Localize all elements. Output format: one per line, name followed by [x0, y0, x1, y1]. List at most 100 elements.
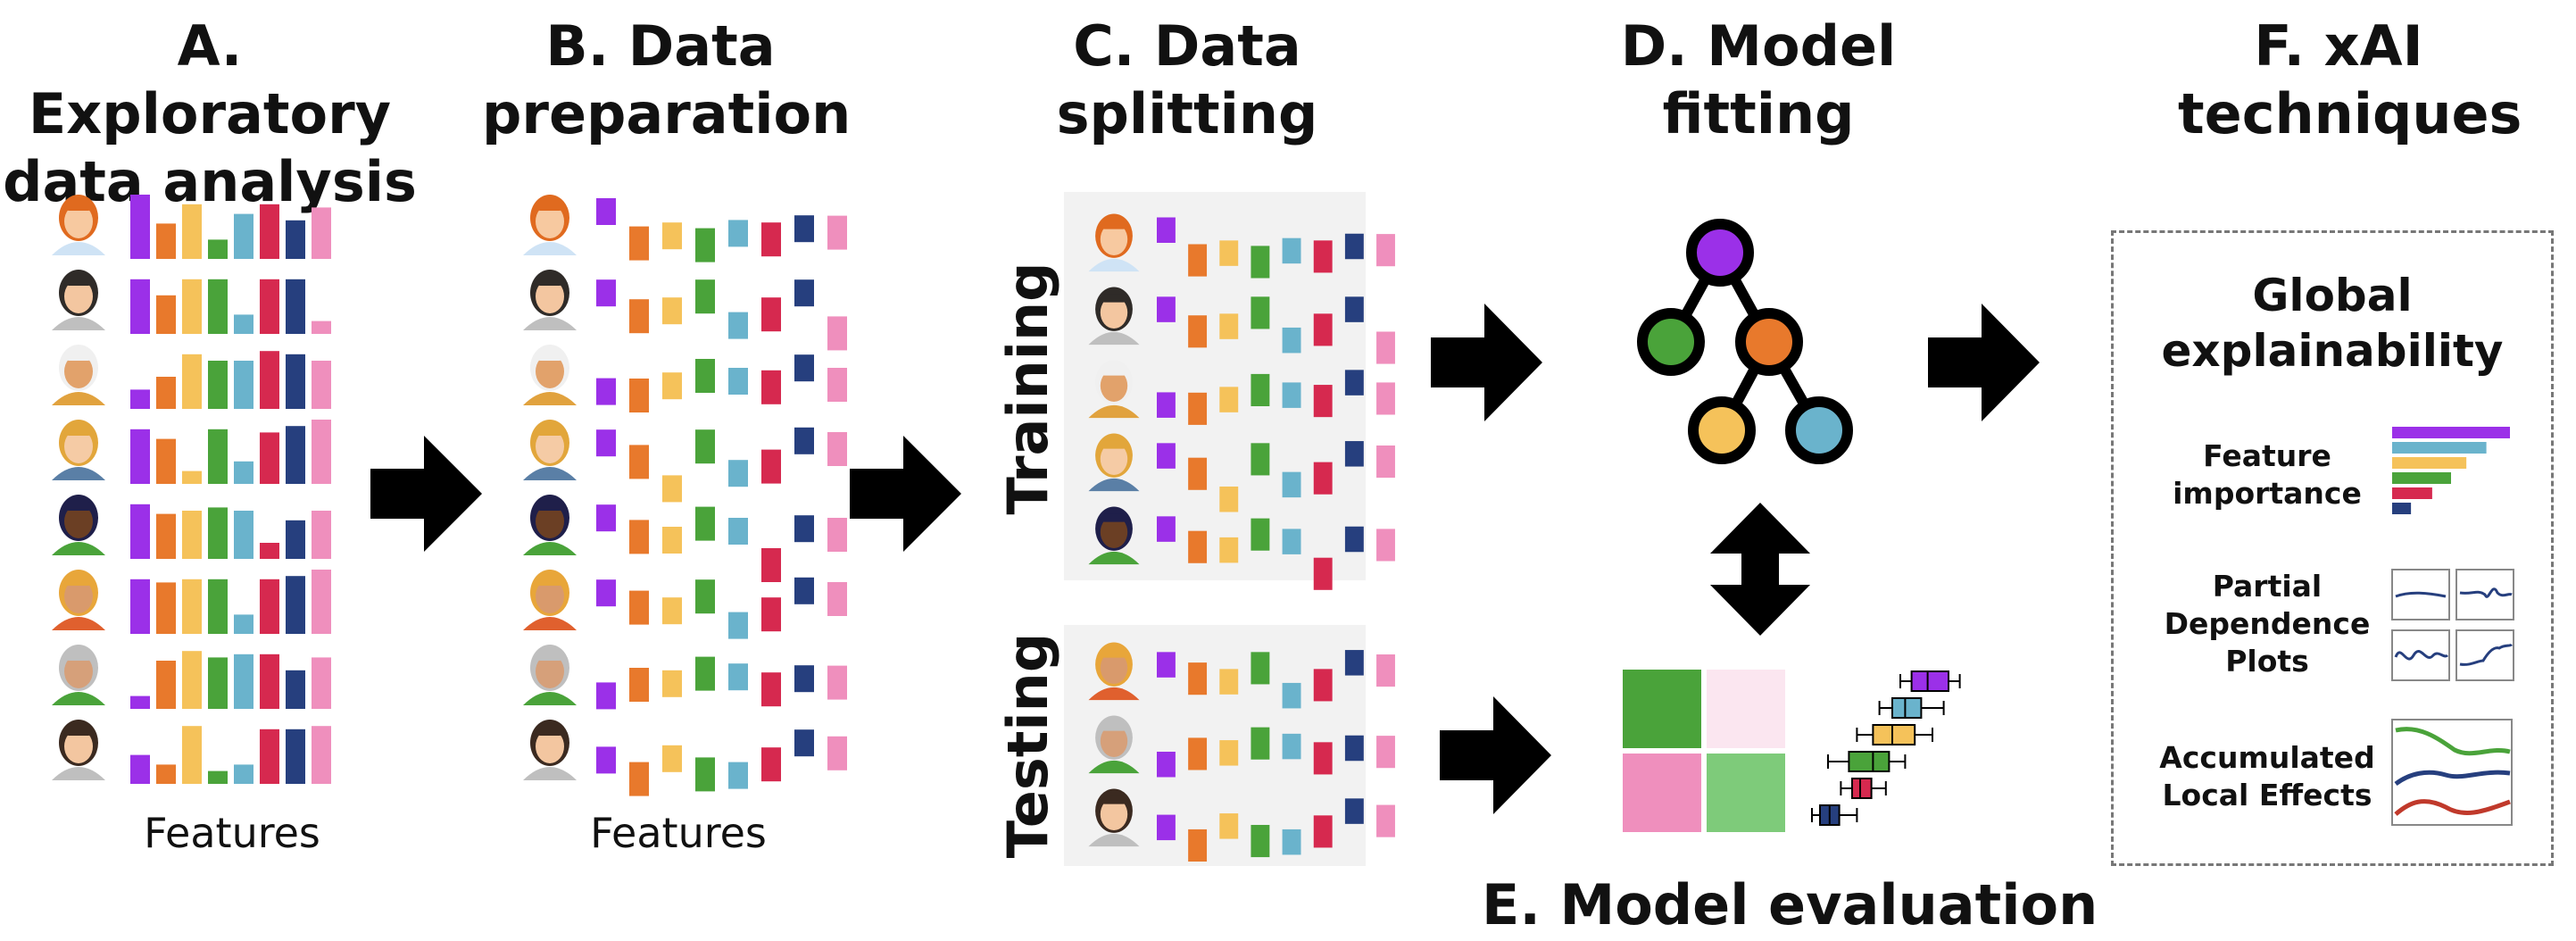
person-avatar-icon [523, 720, 577, 780]
feature-bar [156, 764, 176, 784]
feature-bar [208, 429, 228, 484]
feature-square [1282, 529, 1301, 554]
feature-square [728, 762, 748, 789]
feature-square [1157, 217, 1176, 243]
feature-square [596, 198, 616, 225]
title-data-preparation: B. Data preparation [482, 13, 852, 146]
feature-square [1188, 457, 1208, 490]
feature-bar [312, 511, 331, 559]
feature-square [728, 518, 748, 545]
feature-square [827, 432, 847, 466]
arrow-right-icon [1928, 304, 2040, 421]
boxplot [1811, 804, 1858, 826]
feature-bar [208, 279, 228, 334]
feature-square [662, 475, 682, 503]
feature-square [596, 279, 616, 307]
feature-bar [312, 321, 331, 334]
person-avatar-icon [523, 420, 577, 480]
feature-bar [182, 354, 202, 409]
feature-square [629, 668, 649, 702]
feature-square [662, 670, 682, 697]
feature-square [1157, 296, 1176, 322]
feature-square [728, 460, 748, 487]
importance-bar [2392, 503, 2412, 514]
importance-bar [2392, 427, 2510, 438]
feature-square [596, 378, 616, 405]
feature-square [761, 297, 781, 332]
pdp-lines [2394, 587, 2514, 666]
feature-square [794, 215, 814, 243]
feature-bar [130, 279, 150, 334]
feature-square [1282, 733, 1301, 760]
title-model-fitting: D. Model fitting [1620, 13, 1897, 146]
feature-square [761, 672, 781, 707]
importance-bar [2392, 487, 2432, 499]
feature-bar [286, 279, 305, 334]
feature-square [695, 506, 715, 541]
feature-square [1282, 237, 1301, 264]
feature-square [1313, 742, 1333, 775]
feature-bar [208, 239, 228, 259]
feature-bar [286, 520, 305, 559]
feature-bar [130, 754, 150, 784]
feature-square [1219, 537, 1239, 563]
feature-square [1376, 234, 1395, 267]
feature-square [728, 368, 748, 395]
feature-square [1376, 446, 1395, 479]
feature-square [695, 359, 715, 393]
feature-bar [156, 661, 176, 709]
feature-square [761, 449, 781, 484]
feature-square [1251, 296, 1270, 329]
feature-square [1188, 737, 1208, 770]
feature-bar [312, 420, 331, 484]
feature-square [596, 504, 616, 532]
arrow-updown-icon [1710, 503, 1810, 636]
boxplot [1840, 778, 1887, 799]
people-column-b [523, 195, 577, 780]
person-avatar-icon [523, 195, 577, 255]
feature-bar [156, 223, 176, 259]
feature-bar [312, 361, 331, 409]
feature-square [827, 316, 847, 351]
feature-square [662, 527, 682, 554]
feature-bar [156, 295, 176, 334]
feature-bar [260, 729, 279, 784]
decision-tree-icon [1637, 219, 1853, 464]
boxplot [1899, 670, 1961, 692]
feature-square [761, 222, 781, 257]
person-avatar-icon [52, 195, 105, 255]
person-avatar-icon [52, 345, 105, 405]
feature-bar [182, 204, 202, 259]
person-avatar-icon [523, 270, 577, 330]
importance-bar [2392, 457, 2467, 469]
feature-bar [286, 426, 305, 484]
feature-square [1376, 529, 1395, 562]
person-avatar-icon [1088, 360, 1140, 419]
feature-bar [130, 429, 150, 484]
feature-square [1344, 650, 1364, 676]
feature-bar [286, 220, 305, 259]
feature-square [662, 297, 682, 325]
feature-bar [286, 576, 305, 634]
pdp-label: Partial Dependence Plots [2164, 569, 2371, 679]
feature-square [1313, 815, 1333, 848]
feature-bar [130, 389, 150, 409]
feature-square [1313, 669, 1333, 702]
feature-square [1313, 240, 1333, 273]
feature-square [1344, 296, 1364, 322]
feature-square [827, 736, 847, 770]
boxplot [1878, 697, 1945, 719]
feature-bar [260, 654, 279, 709]
person-avatar-icon [52, 495, 105, 555]
person-avatar-icon [1088, 433, 1140, 492]
feature-square [695, 656, 715, 691]
feature-square [1157, 516, 1176, 542]
feature-bars-b [596, 198, 847, 796]
feature-square [1282, 682, 1301, 709]
feature-square [1157, 392, 1176, 418]
person-avatar-icon [1088, 287, 1140, 346]
person-avatar-icon [1088, 788, 1140, 847]
boxplot [1827, 751, 1907, 772]
feature-bar [234, 764, 253, 784]
feature-square [1219, 313, 1239, 339]
